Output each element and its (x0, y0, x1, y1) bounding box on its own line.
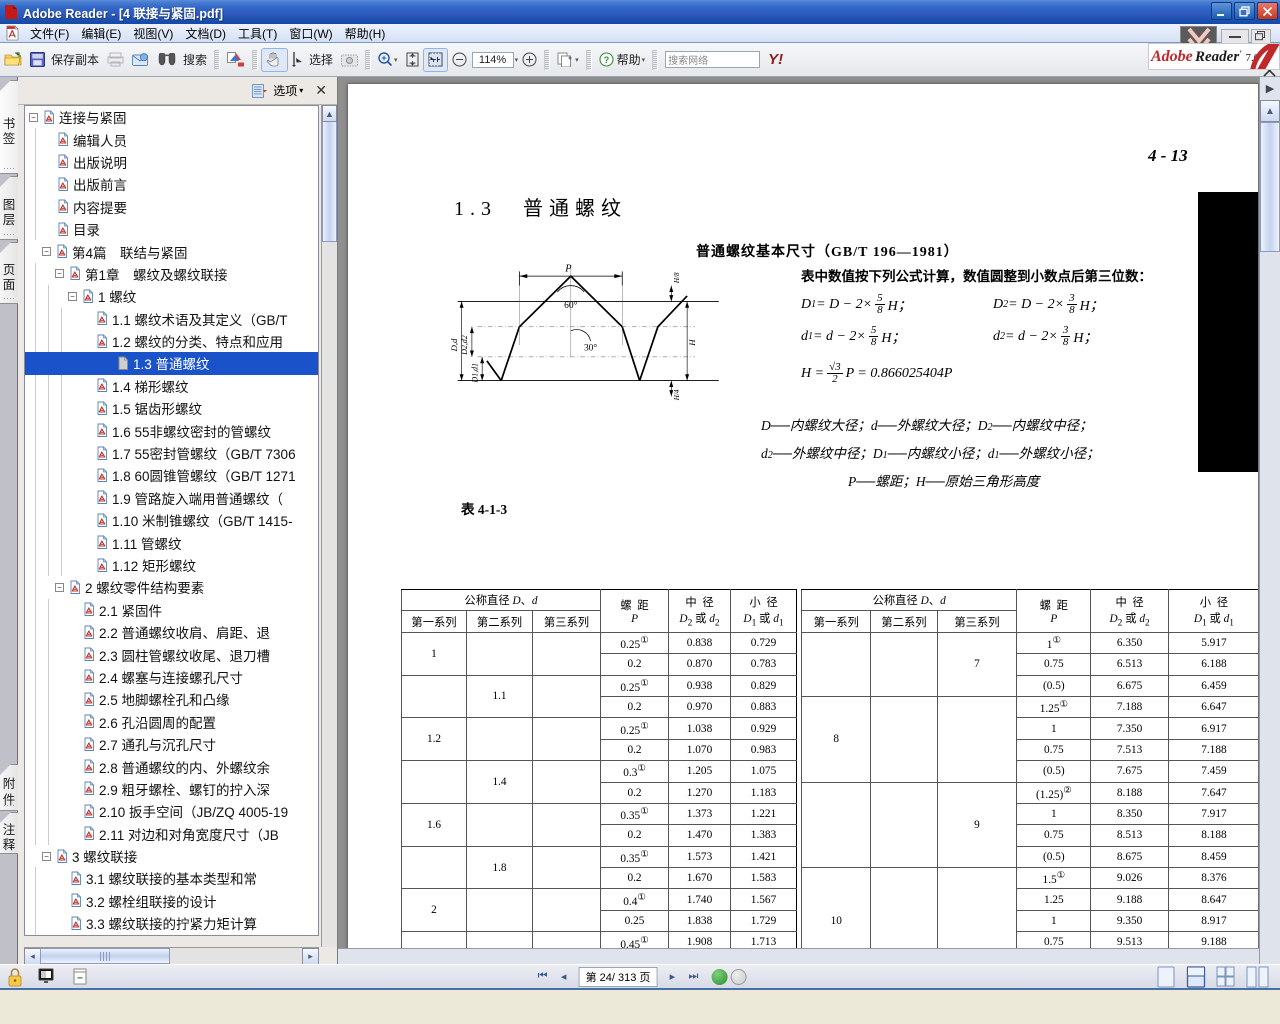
svg-text:H/4: H/4 (673, 389, 681, 401)
svg-text:H: H (687, 339, 697, 347)
svg-text:H/8: H/8 (673, 272, 681, 284)
svg-text:?: ? (603, 55, 609, 65)
svg-text:P: P (564, 263, 572, 274)
svg-text:D1,d1: D1,d1 (470, 363, 479, 384)
svg-text:60°: 60° (564, 300, 577, 311)
svg-text:D2,d2: D2,d2 (460, 335, 469, 356)
svg-text:D,d: D,d (449, 338, 459, 352)
svg-text:30°: 30° (584, 343, 597, 354)
